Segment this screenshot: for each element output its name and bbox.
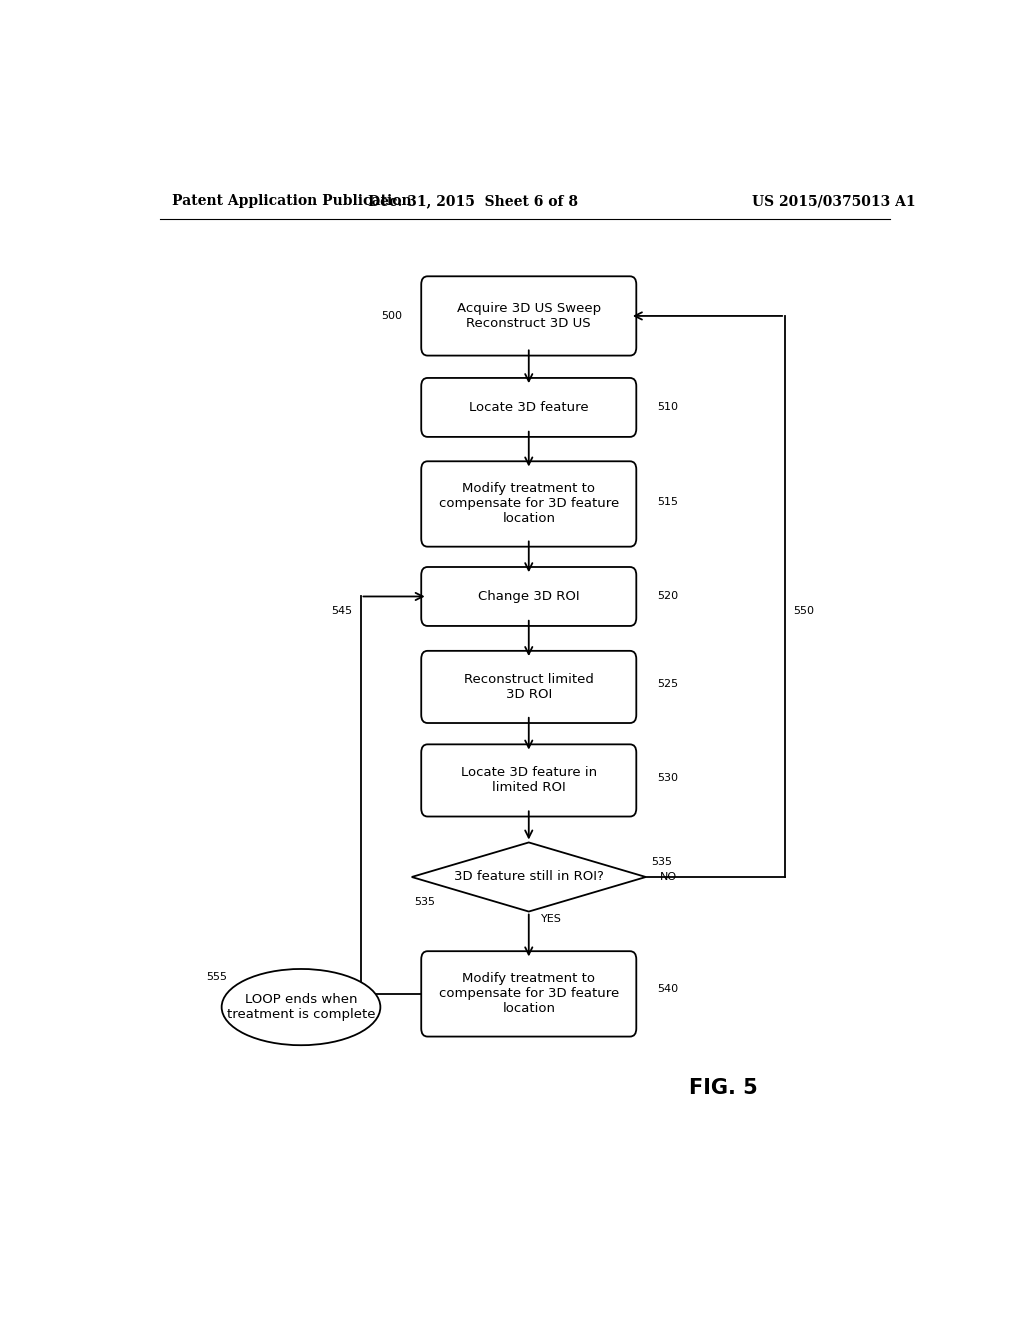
Text: 500: 500 [381, 312, 401, 321]
Text: 535: 535 [651, 857, 672, 867]
FancyBboxPatch shape [421, 952, 636, 1036]
FancyBboxPatch shape [421, 276, 636, 355]
Text: US 2015/0375013 A1: US 2015/0375013 A1 [753, 194, 916, 209]
Text: Patent Application Publication: Patent Application Publication [172, 194, 412, 209]
FancyBboxPatch shape [421, 651, 636, 723]
Text: Reconstruct limited
3D ROI: Reconstruct limited 3D ROI [464, 673, 594, 701]
Text: 520: 520 [657, 591, 679, 602]
FancyBboxPatch shape [421, 568, 636, 626]
Text: 550: 550 [793, 606, 814, 615]
Text: LOOP ends when
treatment is complete: LOOP ends when treatment is complete [226, 993, 375, 1022]
Text: 3D feature still in ROI?: 3D feature still in ROI? [454, 870, 604, 883]
Text: 555: 555 [206, 972, 226, 982]
Text: Dec. 31, 2015  Sheet 6 of 8: Dec. 31, 2015 Sheet 6 of 8 [369, 194, 579, 209]
Text: Modify treatment to
compensate for 3D feature
location: Modify treatment to compensate for 3D fe… [438, 973, 618, 1015]
Text: 525: 525 [657, 678, 679, 689]
Text: Modify treatment to
compensate for 3D feature
location: Modify treatment to compensate for 3D fe… [438, 483, 618, 525]
Text: Change 3D ROI: Change 3D ROI [478, 590, 580, 603]
FancyBboxPatch shape [421, 461, 636, 546]
FancyBboxPatch shape [421, 744, 636, 817]
Text: 540: 540 [657, 983, 679, 994]
Text: 535: 535 [414, 898, 435, 907]
Polygon shape [412, 842, 646, 912]
Text: YES: YES [541, 913, 561, 924]
Text: 530: 530 [657, 774, 678, 783]
Ellipse shape [221, 969, 380, 1045]
Text: Locate 3D feature: Locate 3D feature [469, 401, 589, 414]
Text: Acquire 3D US Sweep
Reconstruct 3D US: Acquire 3D US Sweep Reconstruct 3D US [457, 302, 601, 330]
Text: Locate 3D feature in
limited ROI: Locate 3D feature in limited ROI [461, 767, 597, 795]
Text: 510: 510 [657, 403, 678, 412]
FancyBboxPatch shape [421, 378, 636, 437]
Text: FIG. 5: FIG. 5 [689, 1078, 758, 1098]
Text: NO: NO [659, 873, 677, 882]
Text: 545: 545 [332, 606, 352, 615]
Text: 515: 515 [657, 496, 678, 507]
